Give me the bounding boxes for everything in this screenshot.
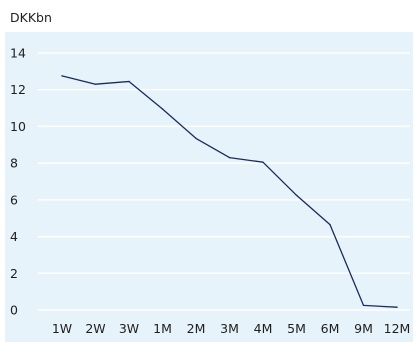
x-tick-label: 5M (287, 321, 306, 336)
x-tick-label: 3W (119, 321, 139, 336)
data-point-4M (262, 161, 264, 163)
x-tick-label: 12M (384, 321, 411, 336)
plot-area (5, 32, 413, 342)
gridlines (38, 52, 410, 311)
x-tick-label: 2M (187, 321, 206, 336)
data-point-9M (362, 304, 365, 307)
y-tick-label: 12 (10, 82, 26, 97)
data-point-5M (295, 194, 298, 196)
y-tick-label: 10 (10, 119, 26, 134)
y-axis-ticks: 0 2 4 6 8 10 12 14 (10, 46, 26, 318)
x-tick-label: 4M (254, 321, 273, 336)
y-tick-label: 4 (10, 229, 18, 244)
y-tick-label: 8 (10, 156, 18, 171)
data-point-2M (195, 137, 197, 140)
data-point-1M (161, 108, 164, 110)
x-tick-label: 3M (220, 321, 239, 336)
data-point-1W (61, 75, 63, 77)
x-tick-label: 1W (52, 321, 72, 336)
x-tick-label: 1M (153, 321, 172, 336)
y-tick-label: 2 (10, 266, 18, 281)
y-unit-label: DKKbn (10, 10, 52, 25)
data-point-3M (228, 156, 231, 159)
y-tick-label: 6 (10, 192, 18, 207)
series-layer (61, 75, 398, 308)
x-tick-label: 9M (354, 321, 373, 336)
data-point-6M (329, 223, 331, 226)
x-tick-label: 6M (321, 321, 340, 336)
data-point-3W (128, 80, 130, 83)
data-point-2W (94, 83, 97, 85)
data-point-12M (396, 306, 398, 308)
x-axis-ticks: 1W 2W 3W 1M 2M 3M 4M 5M 6M 9M 12M (52, 321, 411, 336)
y-tick-label: 0 (10, 303, 18, 318)
x-tick-label: 2W (85, 321, 105, 336)
y-tick-label: 14 (10, 46, 26, 61)
